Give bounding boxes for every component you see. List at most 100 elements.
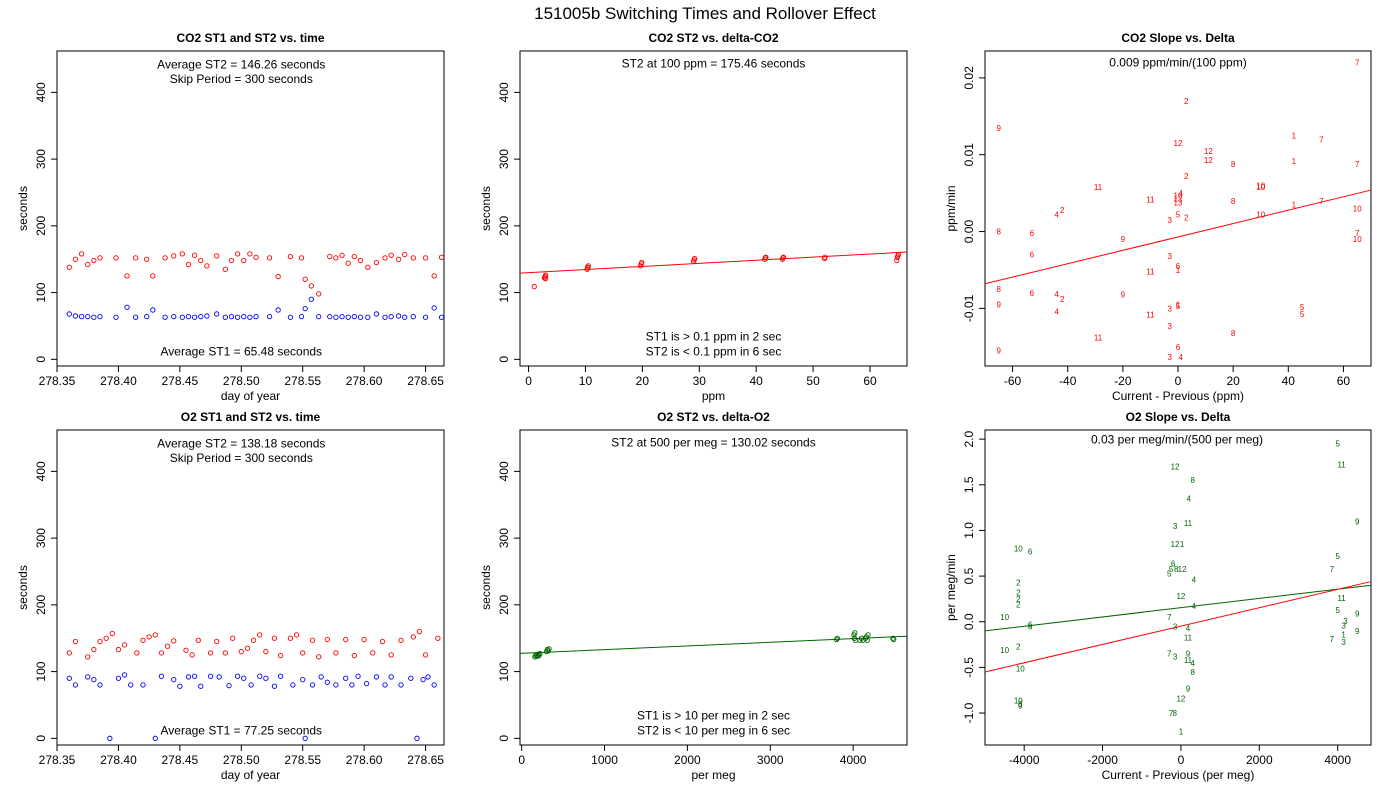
data-point (834, 635, 841, 641)
data-point (191, 314, 198, 320)
data-point (66, 264, 72, 270)
point-label: 12 (1204, 147, 1213, 156)
point-label: 7 (1319, 197, 1324, 206)
y-axis-label: seconds (479, 186, 493, 231)
point-label: 3 (1173, 522, 1178, 531)
data-point (408, 675, 414, 681)
point-label: 12 (1171, 540, 1180, 549)
data-point (91, 314, 97, 320)
annotation: Average ST1 = 77.25 seconds (161, 723, 323, 737)
data-point (300, 650, 306, 656)
data-point (72, 256, 79, 262)
data-point (91, 646, 97, 653)
data-point (290, 682, 296, 688)
point-label: 6 (1030, 229, 1035, 238)
data-point (287, 635, 294, 641)
data-point (97, 638, 103, 645)
data-point (189, 652, 195, 658)
y-axis-label: seconds (479, 565, 493, 610)
point-label: 11 (1094, 334, 1103, 343)
point-label: 8 (997, 285, 1002, 294)
point-label: 3 (1168, 252, 1173, 261)
data-point (542, 272, 549, 278)
data-point (115, 675, 122, 681)
point-label: 3 (1173, 652, 1178, 661)
y-tick-label: -0.01 (962, 294, 976, 322)
x-tick-label: 278.50 (223, 753, 260, 767)
data-point (398, 637, 404, 643)
point-label: 6 (1028, 620, 1033, 629)
y-tick-label: 300 (497, 528, 511, 548)
y-tick-label: 0.5 (962, 567, 976, 584)
data-point (72, 682, 79, 688)
data-point (333, 682, 339, 688)
y-tick-label: 300 (497, 149, 511, 169)
point-label: 4 (1192, 576, 1197, 585)
x-tick-label: 0 (1175, 374, 1182, 388)
x-tick-label: 0 (1178, 753, 1185, 767)
point-label: 2 (1060, 295, 1065, 304)
data-point (894, 257, 900, 264)
data-point (333, 255, 339, 261)
x-tick-label: -20 (1114, 374, 1132, 388)
data-point (183, 647, 189, 653)
data-point (351, 652, 357, 659)
chart-title: O2 Slope vs. Delta (1126, 410, 1231, 424)
data-point (865, 632, 871, 638)
point-label: 7 (1355, 160, 1360, 169)
point-label: 10 (1000, 613, 1009, 622)
point-label: 10 (1256, 183, 1265, 192)
data-point (302, 305, 308, 312)
data-point (763, 254, 769, 260)
y-tick-label: 0 (34, 735, 48, 742)
data-point (171, 313, 177, 320)
panel-co2-slope: CO2 Slope vs. Delta -60 -40 -20 0 20 40 60 Curre… (944, 31, 1372, 403)
data-point (214, 638, 220, 645)
point-label: 7 (1319, 135, 1324, 144)
data-point (234, 673, 241, 679)
y-tick-label: 0.00 (962, 220, 976, 244)
data-point (639, 259, 645, 266)
point-label: 12 (1178, 565, 1187, 574)
point-label: 7 (1169, 709, 1174, 718)
y-tick-label: 100 (497, 661, 511, 681)
data-point (365, 314, 371, 320)
point-label: 3 (1168, 216, 1173, 225)
data-point (241, 675, 247, 681)
point-label: 2 (1184, 97, 1189, 106)
data-point (234, 314, 241, 320)
data-point (109, 630, 115, 637)
data-point (324, 636, 330, 643)
point-label: 3 (1341, 621, 1346, 630)
point-label: 1 (1292, 201, 1297, 210)
data-point (241, 257, 247, 264)
point-label: 5 (1300, 310, 1305, 319)
data-point (365, 264, 371, 270)
point-label: 10 (1353, 235, 1362, 244)
data-point (144, 256, 150, 262)
point-label: 8 (1190, 476, 1195, 485)
data-point (204, 263, 210, 269)
data-point (66, 675, 72, 681)
data-point (214, 311, 220, 317)
point-label: 7 (1167, 613, 1172, 622)
data-point (382, 682, 388, 688)
point-label: 1 (1179, 727, 1184, 736)
data-point (113, 255, 119, 261)
x-tick-label: 278.35 (39, 753, 76, 767)
point-label: 10 (1256, 211, 1265, 220)
point-label: 11 (1146, 311, 1155, 320)
data-point (179, 314, 185, 320)
point-label: 5 (1167, 569, 1172, 578)
data-point (542, 275, 549, 282)
point-label: 4 (1186, 624, 1191, 633)
y-tick-label: 100 (497, 282, 511, 302)
y-tick-label: 0 (497, 735, 511, 742)
x-tick-label: 20 (636, 374, 650, 388)
panel-co2-time: CO2 ST1 and ST2 vs. time 278.35 278.40 278.… (16, 31, 445, 403)
plot-frame (56, 429, 445, 746)
x-tick-label: 278.50 (223, 374, 260, 388)
point-label: 2 (1184, 172, 1189, 181)
data-point (263, 648, 269, 655)
point-label: 1 (1292, 157, 1297, 166)
